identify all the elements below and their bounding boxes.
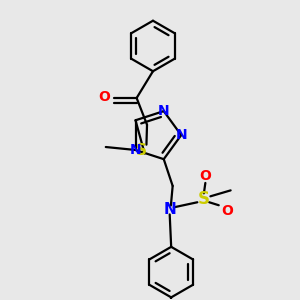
Text: N: N <box>163 202 176 217</box>
Text: O: O <box>98 89 110 103</box>
Text: S: S <box>198 190 210 208</box>
Text: S: S <box>136 142 147 158</box>
Text: O: O <box>222 204 234 218</box>
Text: O: O <box>200 169 211 182</box>
Text: N: N <box>130 143 141 157</box>
Text: N: N <box>158 104 170 118</box>
Text: N: N <box>176 128 187 142</box>
